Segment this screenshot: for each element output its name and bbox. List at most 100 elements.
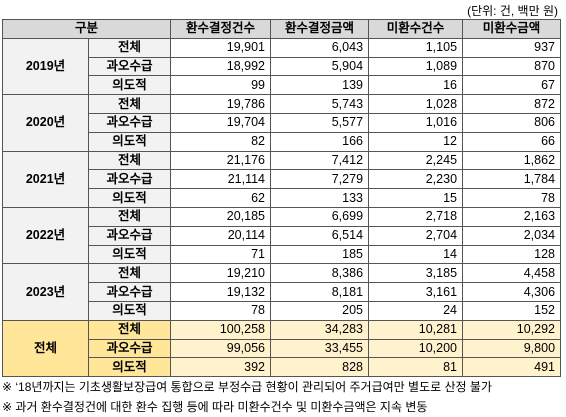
value-cell: 806 bbox=[462, 112, 562, 133]
value-cell: 8,386 bbox=[270, 263, 370, 284]
footnote: ※ ‘18년까지는 기초생활보장급여 통합으로 부정수급 현황이 관리되어 주거… bbox=[2, 380, 492, 394]
value-cell: 7,412 bbox=[270, 150, 370, 171]
value-cell: 9,800 bbox=[462, 338, 562, 359]
group-label: 전체 bbox=[2, 319, 89, 378]
row-label: 전체 bbox=[87, 94, 172, 114]
value-cell: 133 bbox=[270, 188, 370, 208]
row-label: 의도적 bbox=[87, 188, 172, 208]
header-cell: 미환수건수 bbox=[368, 19, 464, 39]
value-cell: 78 bbox=[462, 188, 562, 208]
table-row: 2019년 전체 19,901 6,043 1,105 937 bbox=[2, 37, 562, 96]
row-label: 전체 bbox=[87, 206, 172, 227]
value-cell: 7,279 bbox=[270, 169, 370, 190]
value-cell: 10,200 bbox=[368, 338, 464, 359]
value-cell: 20,114 bbox=[170, 225, 272, 246]
value-cell: 6,514 bbox=[270, 225, 370, 246]
row-label: 과오수급 bbox=[87, 282, 172, 302]
value-cell: 1,028 bbox=[368, 94, 464, 114]
table-row: 2022년 전체 20,185 6,699 2,718 2,163 bbox=[2, 206, 562, 265]
value-cell: 1,089 bbox=[368, 56, 464, 77]
table-row: 과오수급 99,056 33,455 10,200 9,800 bbox=[3, 338, 562, 359]
row-label: 의도적 bbox=[87, 244, 172, 265]
value-cell: 19,901 bbox=[170, 37, 272, 58]
value-cell: 5,577 bbox=[270, 112, 370, 133]
data-table: 구분 환수결정건수 환수결정금액 미환수건수 미환수금액 2019년 전체 19,901 6,… bbox=[1, 19, 562, 378]
value-cell: 33,455 bbox=[270, 338, 370, 359]
table-row: 의도적 78 205 24 152 bbox=[3, 300, 562, 321]
table-row: 과오수급 19,704 5,577 1,016 806 bbox=[3, 112, 562, 133]
unit-note: (단위: 건, 백만 원) bbox=[467, 4, 558, 18]
value-cell: 19,704 bbox=[170, 112, 272, 133]
row-label: 의도적 bbox=[87, 357, 172, 378]
value-cell: 8,181 bbox=[270, 282, 370, 302]
value-cell: 67 bbox=[462, 75, 562, 96]
value-cell: 19,132 bbox=[170, 282, 272, 302]
row-label: 전체 bbox=[87, 319, 172, 340]
table-row: 과오수급 20,114 6,514 2,704 2,034 bbox=[3, 225, 562, 246]
value-cell: 4,458 bbox=[462, 263, 562, 284]
value-cell: 18,992 bbox=[170, 56, 272, 77]
value-cell: 185 bbox=[270, 244, 370, 265]
value-cell: 21,176 bbox=[170, 150, 272, 171]
value-cell: 14 bbox=[368, 244, 464, 265]
value-cell: 1,862 bbox=[462, 150, 562, 171]
value-cell: 2,718 bbox=[368, 206, 464, 227]
header-cell: 환수결정건수 bbox=[170, 19, 272, 39]
row-label: 과오수급 bbox=[87, 338, 172, 359]
value-cell: 81 bbox=[368, 357, 464, 378]
row-label: 의도적 bbox=[87, 131, 172, 152]
table-row: 과오수급 18,992 5,904 1,089 870 bbox=[3, 56, 562, 77]
value-cell: 6,043 bbox=[270, 37, 370, 58]
value-cell: 872 bbox=[462, 94, 562, 114]
value-cell: 152 bbox=[462, 300, 562, 321]
group-label: 2021년 bbox=[2, 150, 89, 208]
value-cell: 19,210 bbox=[170, 263, 272, 284]
table-row: 2023년 전체 19,210 8,386 3,185 4,458 bbox=[2, 263, 562, 321]
group-label: 2020년 bbox=[2, 94, 89, 152]
value-cell: 2,163 bbox=[462, 206, 562, 227]
row-label: 전체 bbox=[87, 37, 172, 58]
value-cell: 491 bbox=[462, 357, 562, 378]
row-label: 과오수급 bbox=[87, 56, 172, 77]
header-row: 구분 환수결정건수 환수결정금액 미환수건수 미환수금액 bbox=[1, 19, 562, 39]
value-cell: 12 bbox=[368, 131, 464, 152]
row-label: 의도적 bbox=[87, 300, 172, 321]
value-cell: 166 bbox=[270, 131, 370, 152]
value-cell: 20,185 bbox=[170, 206, 272, 227]
value-cell: 10,292 bbox=[462, 319, 562, 340]
value-cell: 6,699 bbox=[270, 206, 370, 227]
table-row: 의도적 392 828 81 491 bbox=[3, 357, 562, 378]
value-cell: 128 bbox=[462, 244, 562, 265]
value-cell: 3,161 bbox=[368, 282, 464, 302]
value-cell: 2,245 bbox=[368, 150, 464, 171]
row-label: 과오수급 bbox=[87, 169, 172, 190]
row-label: 과오수급 bbox=[87, 225, 172, 246]
table-row: 2021년 전체 21,176 7,412 2,245 1,862 bbox=[2, 150, 562, 208]
value-cell: 34,283 bbox=[270, 319, 370, 340]
value-cell: 21,114 bbox=[170, 169, 272, 190]
value-cell: 66 bbox=[462, 131, 562, 152]
value-cell: 2,230 bbox=[368, 169, 464, 190]
header-cell: 구분 bbox=[1, 19, 172, 39]
value-cell: 1,784 bbox=[462, 169, 562, 190]
table-row: 2020년 전체 19,786 5,743 1,028 872 bbox=[2, 94, 562, 152]
value-cell: 3,185 bbox=[368, 263, 464, 284]
value-cell: 15 bbox=[368, 188, 464, 208]
value-cell: 205 bbox=[270, 300, 370, 321]
value-cell: 5,743 bbox=[270, 94, 370, 114]
table-row: 과오수급 19,132 8,181 3,161 4,306 bbox=[3, 282, 562, 302]
table-row: 과오수급 21,114 7,279 2,230 1,784 bbox=[3, 169, 562, 190]
value-cell: 100,258 bbox=[170, 319, 272, 340]
row-label: 의도적 bbox=[87, 75, 172, 96]
value-cell: 82 bbox=[170, 131, 272, 152]
table-row: 의도적 99 139 16 67 bbox=[3, 75, 562, 96]
value-cell: 1,016 bbox=[368, 112, 464, 133]
table-row: 전체 전체 100,258 34,283 10,281 10,292 bbox=[2, 319, 562, 378]
value-cell: 828 bbox=[270, 357, 370, 378]
value-cell: 2,034 bbox=[462, 225, 562, 246]
value-cell: 937 bbox=[462, 37, 562, 58]
value-cell: 62 bbox=[170, 188, 272, 208]
value-cell: 392 bbox=[170, 357, 272, 378]
value-cell: 139 bbox=[270, 75, 370, 96]
